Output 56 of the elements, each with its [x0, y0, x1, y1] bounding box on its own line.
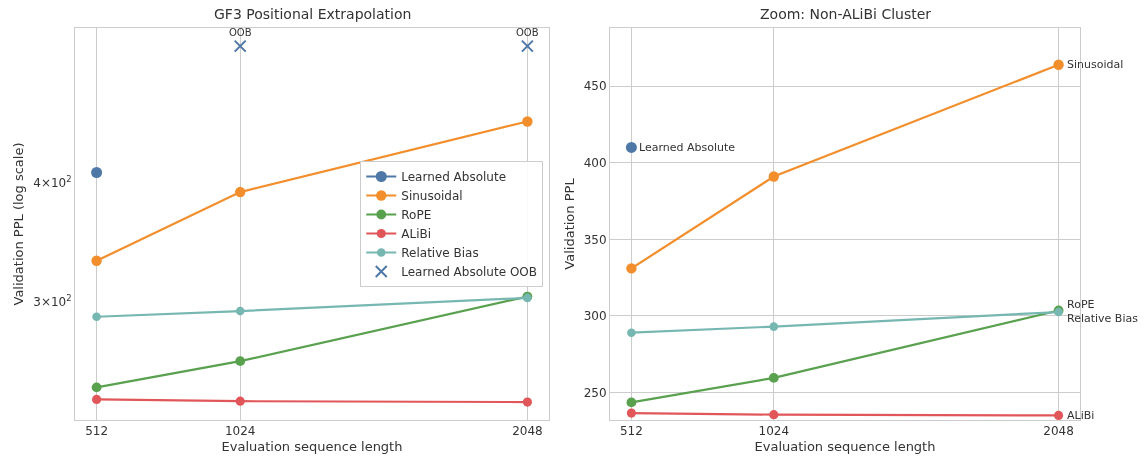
point	[626, 408, 637, 418]
y-axis-title: Validation PPL	[561, 177, 577, 270]
point	[91, 382, 102, 393]
point	[625, 141, 637, 153]
point	[627, 328, 636, 338]
x-tick-label: 2048	[1043, 424, 1074, 439]
series-label: Relative Bias	[1067, 312, 1139, 325]
y-tick-label: 300	[583, 309, 607, 324]
point	[769, 322, 779, 331]
legend-label: RoPE	[401, 208, 432, 223]
chart-title: GF3 Positional Extrapolation	[214, 6, 412, 22]
point	[235, 186, 246, 198]
point	[91, 166, 103, 178]
y-tick-label: 400	[583, 155, 607, 170]
y-tick-label: 350	[583, 232, 607, 247]
point	[92, 312, 101, 322]
point	[626, 397, 637, 408]
x-axis-title: Evaluation sequence length	[221, 439, 403, 454]
point	[235, 356, 246, 367]
point	[235, 396, 245, 406]
y-tick-label: 4×10$^{2}$	[33, 173, 72, 190]
legend-label: Sinusoidal	[401, 189, 463, 204]
point	[92, 394, 102, 405]
y-axis-title: Validation PPL (log scale)	[11, 142, 27, 306]
y-tick-label: 250	[583, 385, 607, 400]
point	[235, 306, 245, 316]
annotation: OOB	[516, 27, 539, 38]
series-label: Sinusoidal	[1067, 58, 1124, 71]
point	[520, 39, 534, 53]
series-label: Learned Absolute	[639, 141, 736, 154]
point	[1053, 59, 1064, 70]
point	[769, 410, 779, 420]
point	[1053, 410, 1064, 421]
legend-label: ALiBi	[401, 227, 432, 242]
y-tick-label: 450	[583, 79, 607, 94]
y-tick-label: 3×10$^{2}$	[33, 292, 72, 309]
point	[91, 255, 102, 266]
point	[768, 171, 779, 182]
x-tick-label: 2048	[512, 424, 543, 439]
series-label: RoPE	[1067, 298, 1095, 311]
point	[768, 372, 779, 383]
point	[233, 39, 247, 53]
x-axis-title: Evaluation sequence length	[754, 439, 936, 454]
point	[522, 116, 533, 127]
chart-title: Zoom: Non-ALiBi Cluster	[760, 6, 932, 22]
x-tick-label: 1024	[224, 424, 256, 439]
series-label: ALiBi	[1067, 409, 1095, 422]
point	[626, 263, 637, 274]
legend-label: Learned Absolute OOB	[401, 265, 538, 280]
legend-label: Relative Bias	[401, 246, 479, 261]
legend-label: Learned Absolute	[401, 170, 507, 185]
annotation: OOB	[229, 27, 252, 38]
point	[522, 397, 532, 407]
x-tick-label: 1024	[758, 424, 790, 439]
x-tick-label: 512	[85, 424, 109, 439]
x-tick-label: 512	[619, 424, 643, 439]
